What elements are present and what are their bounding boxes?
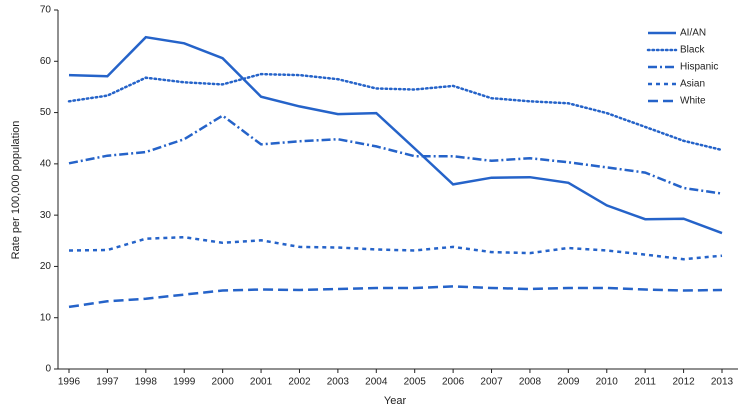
x-tick-label: 2001 [250,377,273,388]
x-tick-label: 2010 [596,377,619,388]
x-tick-label: 2006 [442,377,465,388]
legend-label: White [680,96,706,107]
legend-label: Hispanic [680,62,718,73]
y-tick-label: 20 [40,261,52,272]
y-tick-label: 30 [40,210,52,221]
x-tick-label: 2002 [288,377,311,388]
legend-label: Asian [680,79,705,90]
x-axis-title: Year [384,395,407,407]
y-tick-label: 50 [40,107,52,118]
y-tick-label: 0 [45,364,51,375]
x-tick-label: 2013 [711,377,734,388]
y-tick-label: 70 [40,5,52,16]
x-tick-label: 2008 [519,377,542,388]
line [68,285,723,309]
x-tick-label: 2005 [404,377,427,388]
x-tick-label: 2003 [327,377,350,388]
line [68,114,723,195]
y-axis-title: Rate per 100,000 population [10,121,22,260]
y-tick-label: 10 [40,312,52,323]
y-tick-label: 40 [40,158,52,169]
x-tick-label: 2009 [557,377,580,388]
x-tick-label: 2011 [634,377,656,388]
x-tick-label: 1997 [96,377,119,388]
line [68,235,723,261]
x-tick-label: 2012 [672,377,695,388]
legend-label: Black [680,45,705,56]
legend-label: AI/AN [680,28,706,39]
y-tick-label: 60 [40,56,52,67]
line [68,35,723,235]
x-tick-label: 2007 [480,377,503,388]
x-tick-label: 2004 [365,377,388,388]
x-tick-label: 1996 [58,377,81,388]
line [67,72,724,152]
x-tick-label: 1999 [173,377,196,388]
x-tick-label: 2000 [212,377,235,388]
x-tick-label: 1998 [135,377,158,388]
